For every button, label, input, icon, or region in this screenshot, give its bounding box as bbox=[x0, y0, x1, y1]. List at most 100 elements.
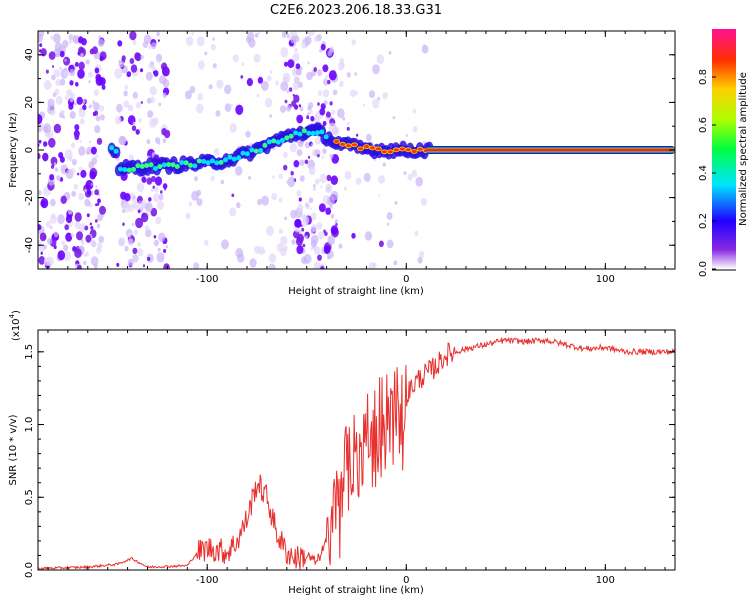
noise-blob bbox=[354, 90, 358, 95]
noise-blob bbox=[49, 174, 55, 181]
noise-blob bbox=[319, 173, 327, 184]
noise-blob bbox=[412, 126, 418, 133]
noise-blob bbox=[115, 116, 122, 125]
noise-blob bbox=[53, 231, 59, 238]
noise-blob bbox=[84, 198, 91, 207]
noise-blob bbox=[386, 239, 394, 249]
noise-blob bbox=[82, 104, 87, 111]
xtick-label: 0 bbox=[403, 575, 409, 586]
noise-blob bbox=[405, 134, 408, 137]
noise-blob bbox=[146, 97, 152, 104]
noise-blob bbox=[135, 217, 144, 229]
noise-blob bbox=[316, 222, 323, 230]
noise-blob bbox=[94, 67, 100, 74]
noise-blob bbox=[127, 258, 134, 267]
noise-blob bbox=[325, 111, 331, 118]
noise-blob bbox=[262, 249, 266, 254]
colorbar-tick-label: 0.4 bbox=[698, 165, 709, 181]
ridge-core bbox=[301, 128, 307, 134]
noise-blob bbox=[307, 61, 310, 65]
noise-blob bbox=[63, 244, 69, 252]
ytick-label: 0 bbox=[24, 147, 35, 153]
noise-blob bbox=[43, 80, 52, 90]
noise-blob bbox=[90, 239, 97, 248]
noise-blob bbox=[137, 242, 142, 248]
noise-blob bbox=[378, 194, 381, 197]
ridge-core bbox=[227, 154, 233, 160]
noise-blob bbox=[145, 202, 153, 213]
noise-blob bbox=[342, 116, 346, 121]
ridge-core bbox=[223, 157, 228, 163]
noise-blob bbox=[90, 256, 99, 266]
noise-blob bbox=[140, 203, 145, 209]
ridge-core bbox=[319, 129, 325, 135]
noise-blob bbox=[69, 80, 74, 86]
figure-title: C2E6.2023.206.18.33.G31 bbox=[270, 3, 442, 18]
snr-axes: -100 0 100 0.0 0.5 1.0 1.5 bbox=[24, 330, 675, 586]
ridge-hot bbox=[339, 141, 347, 147]
snr-series-line bbox=[38, 336, 675, 570]
noise-blob bbox=[284, 216, 288, 221]
noise-blob bbox=[266, 75, 272, 82]
noise-blob bbox=[158, 102, 162, 107]
noise-blob bbox=[296, 245, 304, 255]
noise-blob bbox=[123, 100, 130, 108]
noise-blob bbox=[420, 198, 427, 206]
noise-blob bbox=[196, 36, 205, 47]
noise-blob bbox=[52, 65, 54, 68]
noise-blob bbox=[85, 179, 94, 190]
noise-blob bbox=[100, 114, 105, 121]
noise-blob bbox=[64, 67, 68, 71]
noise-blob bbox=[257, 198, 262, 206]
noise-blob bbox=[302, 243, 306, 248]
noise-blob bbox=[368, 262, 376, 269]
ridge-core bbox=[218, 159, 224, 165]
noise-blob bbox=[191, 190, 199, 201]
noise-blob bbox=[364, 231, 373, 241]
noise-blob bbox=[240, 75, 244, 79]
noise-blob bbox=[74, 248, 82, 259]
noise-blob bbox=[421, 44, 429, 54]
ridge-hot bbox=[392, 147, 400, 153]
noise-blob bbox=[117, 40, 123, 47]
colorbar: 0.0 0.2 0.4 0.6 0.8 Normalized spectral ampl… bbox=[698, 29, 749, 277]
noise-blob bbox=[411, 169, 418, 178]
noise-blob bbox=[54, 167, 59, 172]
colorbar-tick-label: 0.8 bbox=[698, 69, 709, 85]
ridge-core bbox=[148, 162, 154, 168]
noise-blob bbox=[294, 48, 298, 53]
ridge-core bbox=[117, 166, 123, 172]
noise-blob bbox=[63, 69, 69, 77]
ridge-hot bbox=[404, 147, 412, 153]
noise-blob bbox=[146, 177, 153, 185]
noise-blob bbox=[235, 166, 243, 176]
noise-blob bbox=[119, 136, 127, 146]
noise-blob bbox=[152, 193, 160, 203]
noise-blob bbox=[319, 48, 322, 53]
noise-blob bbox=[266, 225, 274, 236]
xtick-label: -100 bbox=[196, 575, 219, 586]
noise-blob bbox=[163, 249, 167, 253]
noise-blob bbox=[291, 100, 297, 107]
noise-blob bbox=[101, 84, 106, 90]
noise-blob bbox=[145, 43, 148, 46]
noise-blob bbox=[96, 246, 102, 254]
ridge-core bbox=[214, 160, 220, 166]
noise-blob bbox=[328, 70, 337, 81]
ridge-hot bbox=[398, 146, 406, 152]
noise-blob bbox=[289, 142, 298, 153]
noise-blob bbox=[366, 133, 372, 142]
noise-blob bbox=[257, 76, 264, 84]
noise-blob bbox=[224, 84, 232, 95]
ridge-hot bbox=[374, 146, 382, 152]
ridge-core bbox=[131, 166, 136, 172]
noise-blob bbox=[150, 207, 158, 217]
spectrogram-ylabel: Frequency (Hz) bbox=[8, 112, 19, 188]
noise-blob bbox=[116, 262, 120, 267]
noise-blob bbox=[317, 154, 320, 158]
ytick-label: 1.5 bbox=[24, 344, 35, 360]
xtick-label: 100 bbox=[596, 575, 615, 586]
ridge-core bbox=[161, 162, 167, 168]
noise-blob bbox=[43, 257, 51, 266]
noise-blob bbox=[73, 35, 80, 44]
